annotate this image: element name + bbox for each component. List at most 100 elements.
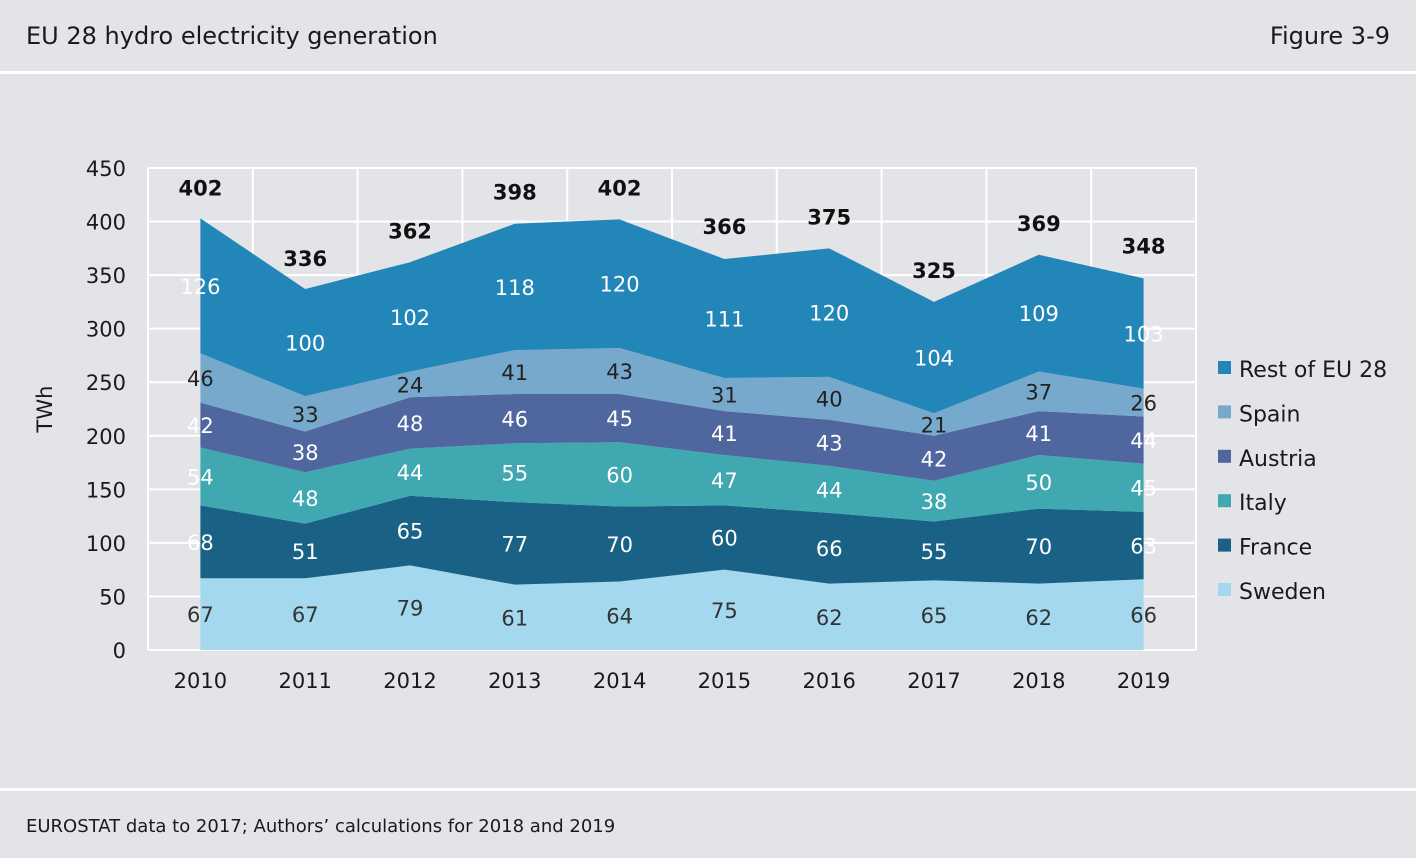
data-label: 70 (1025, 535, 1052, 559)
data-label: 43 (816, 432, 843, 456)
y-tick-label: 150 (86, 478, 126, 502)
data-label: 44 (397, 461, 424, 485)
data-label: 40 (816, 387, 843, 411)
legend-label: Italy (1239, 491, 1287, 516)
data-label: 102 (390, 306, 430, 330)
data-label: 67 (292, 603, 319, 627)
data-label: 48 (292, 487, 319, 511)
data-label: 62 (816, 606, 843, 630)
data-label: 50 (1025, 471, 1052, 495)
y-tick-label: 200 (86, 425, 126, 449)
legend-swatch (1218, 405, 1231, 419)
data-label: 51 (292, 540, 319, 564)
y-tick-label: 0 (113, 639, 126, 663)
data-label: 100 (285, 332, 325, 356)
total-label: 366 (702, 215, 746, 239)
data-label: 66 (1130, 604, 1157, 628)
page-title: EU 28 hydro electricity generation (26, 22, 438, 50)
data-label: 55 (921, 540, 948, 564)
data-label: 111 (704, 307, 744, 331)
legend-label: Sweden (1239, 580, 1326, 605)
data-label: 44 (1130, 429, 1157, 453)
y-tick-label: 300 (86, 318, 126, 342)
data-label: 31 (711, 384, 738, 408)
x-tick-label: 2017 (907, 669, 960, 693)
area-austria (200, 394, 1144, 481)
x-tick-label: 2013 (488, 669, 541, 693)
y-tick-label: 100 (86, 532, 126, 556)
y-axis-label: TWh (33, 386, 57, 434)
y-tick-label: 400 (86, 211, 126, 235)
legend-swatch (1218, 538, 1231, 552)
x-tick-label: 2010 (174, 669, 227, 693)
footer-divider (0, 788, 1416, 791)
data-label: 103 (1124, 322, 1164, 346)
x-tick-label: 2018 (1012, 669, 1065, 693)
data-label: 67 (187, 603, 214, 627)
data-label: 63 (1130, 535, 1157, 559)
data-label: 47 (711, 469, 738, 493)
data-label: 126 (180, 275, 220, 299)
data-label: 38 (921, 490, 948, 514)
data-label: 77 (501, 532, 528, 556)
data-label: 60 (606, 463, 633, 487)
data-label: 41 (1025, 422, 1052, 446)
data-label: 79 (397, 597, 424, 621)
data-label: 60 (711, 527, 738, 551)
data-label: 24 (397, 373, 424, 397)
legend-label: Spain (1239, 402, 1300, 427)
data-label: 66 (816, 537, 843, 561)
data-label: 26 (1130, 392, 1157, 416)
data-label: 45 (606, 407, 633, 431)
data-label: 104 (914, 347, 954, 371)
total-label: 348 (1122, 234, 1166, 258)
legend-label: France (1239, 536, 1312, 561)
total-label: 325 (912, 259, 956, 283)
data-label: 68 (187, 531, 214, 555)
total-label: 375 (807, 205, 851, 229)
data-label: 37 (1025, 380, 1052, 404)
data-label: 45 (1130, 477, 1157, 501)
data-label: 70 (606, 533, 633, 557)
total-label: 336 (283, 247, 327, 271)
data-label: 109 (1019, 302, 1059, 326)
legend-swatch (1218, 449, 1231, 463)
area-italy (200, 442, 1144, 524)
x-tick-label: 2015 (698, 669, 751, 693)
total-label: 402 (598, 176, 642, 200)
data-label: 21 (921, 414, 948, 438)
data-label: 38 (292, 441, 319, 465)
data-label: 64 (606, 605, 633, 629)
x-tick-label: 2012 (383, 669, 436, 693)
x-tick-label: 2019 (1117, 669, 1170, 693)
data-label: 62 (1025, 606, 1052, 630)
data-label: 65 (397, 520, 424, 544)
legend-swatch (1218, 494, 1231, 508)
data-label: 42 (187, 414, 214, 438)
area-spain (200, 347, 1144, 436)
data-label: 41 (501, 361, 528, 385)
data-label: 42 (921, 447, 948, 471)
data-label: 33 (292, 403, 319, 427)
legend-swatch (1218, 361, 1231, 374)
legend-label: Rest of EU 28 (1239, 358, 1387, 383)
total-label: 402 (178, 176, 222, 200)
figure-number: Figure 3-9 (1269, 22, 1390, 50)
data-label: 120 (600, 273, 640, 297)
total-label: 369 (1017, 212, 1061, 236)
area-france (200, 495, 1144, 585)
data-label: 41 (711, 422, 738, 446)
header-bar: EU 28 hydro electricity generation Figur… (0, 0, 1416, 74)
area-rest-of-eu-28 (200, 218, 1144, 414)
data-label: 61 (501, 606, 528, 630)
y-tick-label: 450 (86, 157, 126, 181)
y-tick-label: 350 (86, 264, 126, 288)
legend-swatch (1218, 583, 1231, 596)
data-label: 118 (495, 276, 535, 300)
data-label: 65 (921, 604, 948, 628)
total-label: 362 (388, 219, 432, 243)
source-note: EUROSTAT data to 2017; Authors’ calculat… (26, 816, 616, 837)
total-label: 398 (493, 181, 537, 205)
x-tick-label: 2016 (802, 669, 855, 693)
